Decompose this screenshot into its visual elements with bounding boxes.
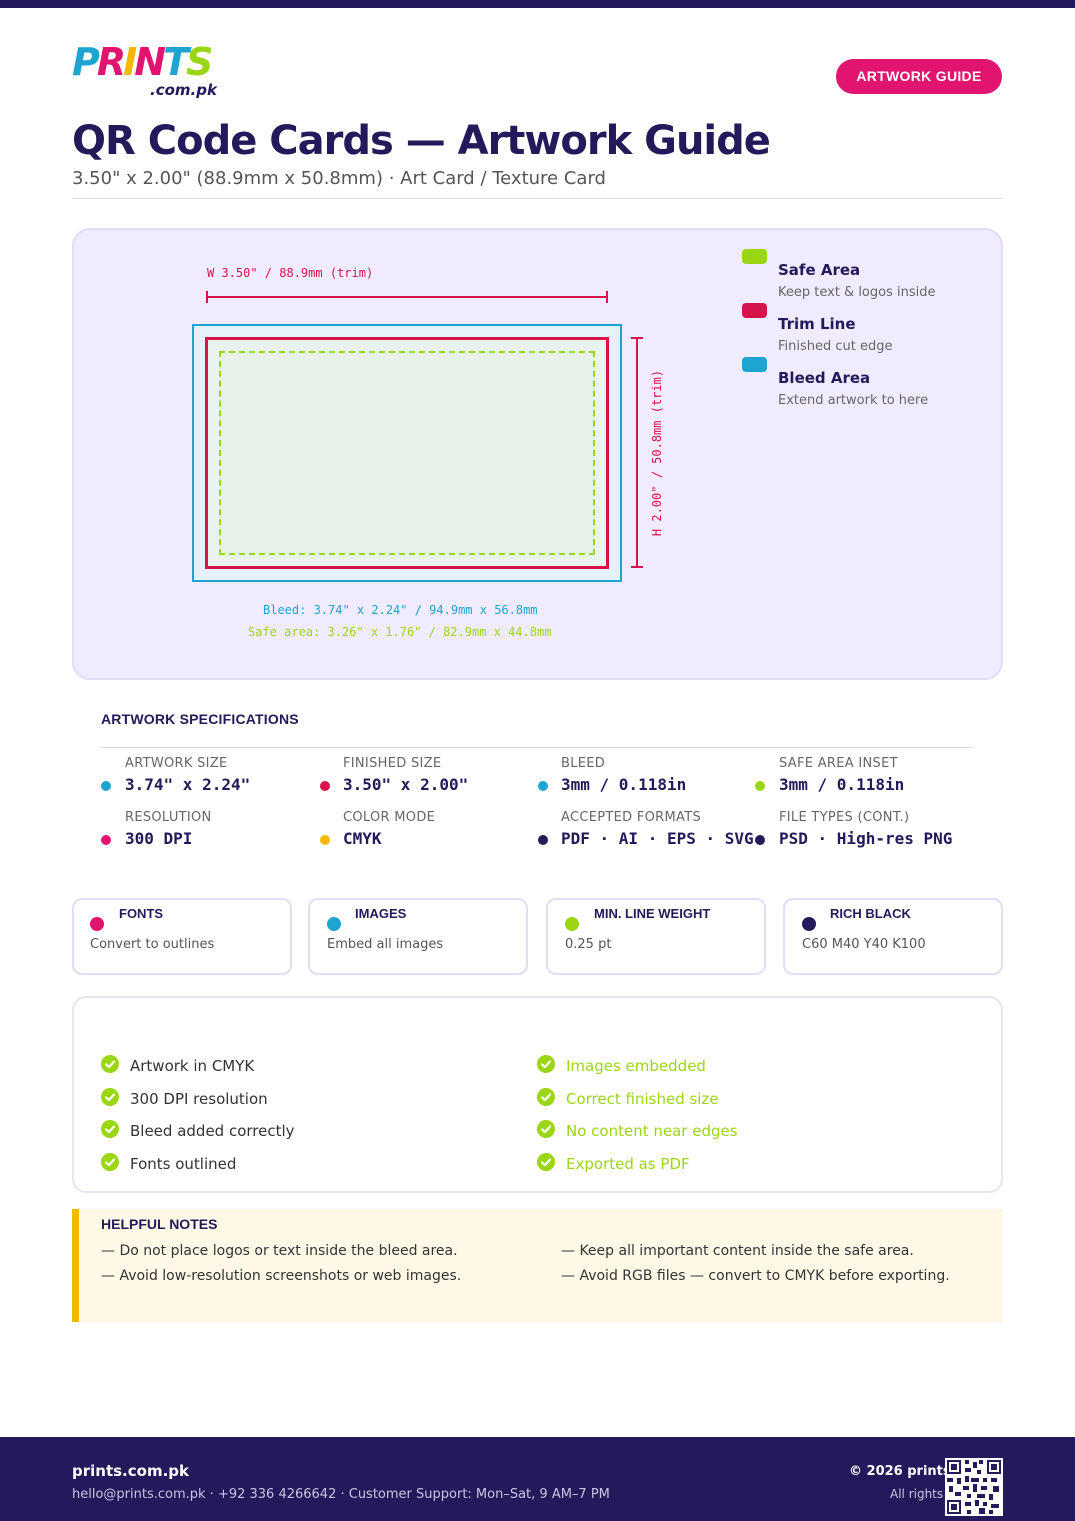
checklist-item: Bleed added correctly xyxy=(130,1122,295,1140)
spec-color-mode-value: CMYK xyxy=(343,829,382,848)
width-dimension-label: W 3.50" / 88.9mm (trim) xyxy=(207,266,374,280)
footer-contact-info: hello@prints.com.pk · +92 336 4266642 · … xyxy=(72,1487,610,1502)
spec-resolution-label: RESOLUTION xyxy=(125,810,212,825)
spec-file-types-dot xyxy=(755,835,765,845)
spec-formats-label: ACCEPTED FORMATS xyxy=(561,810,702,825)
card-rich-black-title: RICH BLACK xyxy=(830,906,911,921)
legend-safe-area-desc: Keep text & logos inside xyxy=(778,285,936,300)
width-tick-right xyxy=(606,291,608,303)
card-rich-black-desc: C60 M40 Y40 K100 xyxy=(802,937,926,952)
spec-bleed-dot xyxy=(538,781,548,791)
spec-file-types-value: PSD · High-res PNG xyxy=(779,829,953,848)
logo-domain: .com.pk xyxy=(150,81,217,99)
safe-area-swatch xyxy=(742,249,767,264)
top-accent-bar xyxy=(0,0,1075,8)
check-icon xyxy=(537,1120,555,1138)
bleed-area-swatch xyxy=(742,357,767,372)
checklist-item: No content near edges xyxy=(566,1122,738,1140)
footer-site-name[interactable]: prints.com.pk xyxy=(72,1462,189,1480)
card-min-line-weight xyxy=(546,898,766,975)
legend-safe-area-title: Safe Area xyxy=(778,261,861,279)
note-item: — Do not place logos or text inside the … xyxy=(101,1243,458,1259)
card-fonts-dot xyxy=(90,917,104,931)
check-icon xyxy=(537,1088,555,1106)
brand-logo[interactable]: PRINTS .com.pk xyxy=(72,40,232,104)
bleed-size-note: Bleed: 3.74" x 2.24" / 94.9mm x 56.8mm xyxy=(263,603,538,617)
spec-bleed-value: 3mm / 0.118in xyxy=(561,775,687,794)
spec-formats-dot xyxy=(538,835,548,845)
page-subtitle: 3.50" x 2.00" (88.9mm x 50.8mm) · Art Ca… xyxy=(72,168,606,189)
checklist-item: Artwork in CMYK xyxy=(130,1057,255,1075)
specs-heading: ARTWORK SPECIFICATIONS xyxy=(101,711,299,727)
height-dimension-label: H 2.00" / 50.8mm (trim) xyxy=(650,369,664,537)
card-images xyxy=(308,898,528,975)
logo-wordmark: PRINTS xyxy=(72,40,213,84)
qr-code-icon[interactable] xyxy=(945,1458,1003,1516)
footer-copyright: © 2026 prints.com.pk xyxy=(849,1464,945,1479)
page-title: QR Code Cards — Artwork Guide xyxy=(72,118,771,164)
spec-artwork-size-label: ARTWORK SIZE xyxy=(125,756,228,771)
helpful-notes-panel xyxy=(72,1209,1003,1322)
width-dimension-line xyxy=(206,296,608,298)
card-rich-black-dot xyxy=(802,917,816,931)
card-min-line-weight-dot xyxy=(565,917,579,931)
artwork-guide-badge: ARTWORK GUIDE xyxy=(836,59,1002,94)
checklist-item: Fonts outlined xyxy=(130,1155,237,1173)
check-icon xyxy=(101,1120,119,1138)
spec-formats-value: PDF · AI · EPS · SVG xyxy=(561,829,754,848)
spec-finished-size-label: FINISHED SIZE xyxy=(343,756,442,771)
checklist-item: Exported as PDF xyxy=(566,1155,690,1173)
checklist-item: 300 DPI resolution xyxy=(130,1090,268,1108)
checklist-item: Correct finished size xyxy=(566,1090,719,1108)
specs-divider xyxy=(101,747,974,748)
height-tick-bottom xyxy=(631,566,643,568)
spec-file-types-label: FILE TYPES (CONT.) xyxy=(779,810,910,825)
height-dimension-line xyxy=(636,337,638,567)
card-fonts-desc: Convert to outlines xyxy=(90,937,215,952)
note-item: — Avoid RGB files — convert to CMYK befo… xyxy=(561,1268,950,1284)
card-images-dot xyxy=(327,917,341,931)
spec-artwork-size-dot xyxy=(101,781,111,791)
note-item: — Keep all important content inside the … xyxy=(561,1243,914,1259)
check-icon xyxy=(101,1088,119,1106)
checklist-item: Images embedded xyxy=(566,1057,706,1075)
check-icon xyxy=(101,1055,119,1073)
spec-safe-inset-value: 3mm / 0.118in xyxy=(779,775,905,794)
safe-area-note: Safe area: 3.26" x 1.76" / 82.9mm x 44.8… xyxy=(248,625,552,639)
safe-area-box xyxy=(219,351,595,555)
notes-heading: HELPFUL NOTES xyxy=(101,1216,218,1232)
card-min-line-weight-title: MIN. LINE WEIGHT xyxy=(594,906,711,921)
legend-trim-line-desc: Finished cut edge xyxy=(778,339,893,354)
card-fonts xyxy=(72,898,292,975)
width-tick-left xyxy=(206,291,208,303)
legend-trim-line-title: Trim Line xyxy=(778,315,856,333)
title-divider xyxy=(72,198,1003,199)
spec-safe-inset-dot xyxy=(755,781,765,791)
spec-finished-size-value: 3.50" x 2.00" xyxy=(343,775,469,794)
trim-line-swatch xyxy=(742,303,767,318)
card-fonts-title: FONTS xyxy=(119,906,164,921)
spec-resolution-value: 300 DPI xyxy=(125,829,193,848)
height-tick-top xyxy=(631,337,643,339)
footer-rights: All rights reserved xyxy=(890,1487,945,1501)
legend-bleed-area-title: Bleed Area xyxy=(778,369,871,387)
check-icon xyxy=(537,1055,555,1073)
spec-color-mode-dot xyxy=(320,835,330,845)
card-images-desc: Embed all images xyxy=(327,937,444,952)
legend-bleed-area-desc: Extend artwork to here xyxy=(778,393,929,408)
spec-resolution-dot xyxy=(101,835,111,845)
spec-color-mode-label: COLOR MODE xyxy=(343,810,436,825)
spec-finished-size-dot xyxy=(320,781,330,791)
card-images-title: IMAGES xyxy=(355,906,407,921)
card-rich-black xyxy=(783,898,1003,975)
spec-safe-inset-label: SAFE AREA INSET xyxy=(779,756,898,771)
footer xyxy=(0,1437,1075,1521)
spec-artwork-size-value: 3.74" x 2.24" xyxy=(125,775,251,794)
check-icon xyxy=(537,1153,555,1171)
spec-bleed-label: BLEED xyxy=(561,756,606,771)
note-item: — Avoid low-resolution screenshots or we… xyxy=(101,1268,462,1284)
card-min-line-weight-desc: 0.25 pt xyxy=(565,937,612,952)
check-icon xyxy=(101,1153,119,1171)
